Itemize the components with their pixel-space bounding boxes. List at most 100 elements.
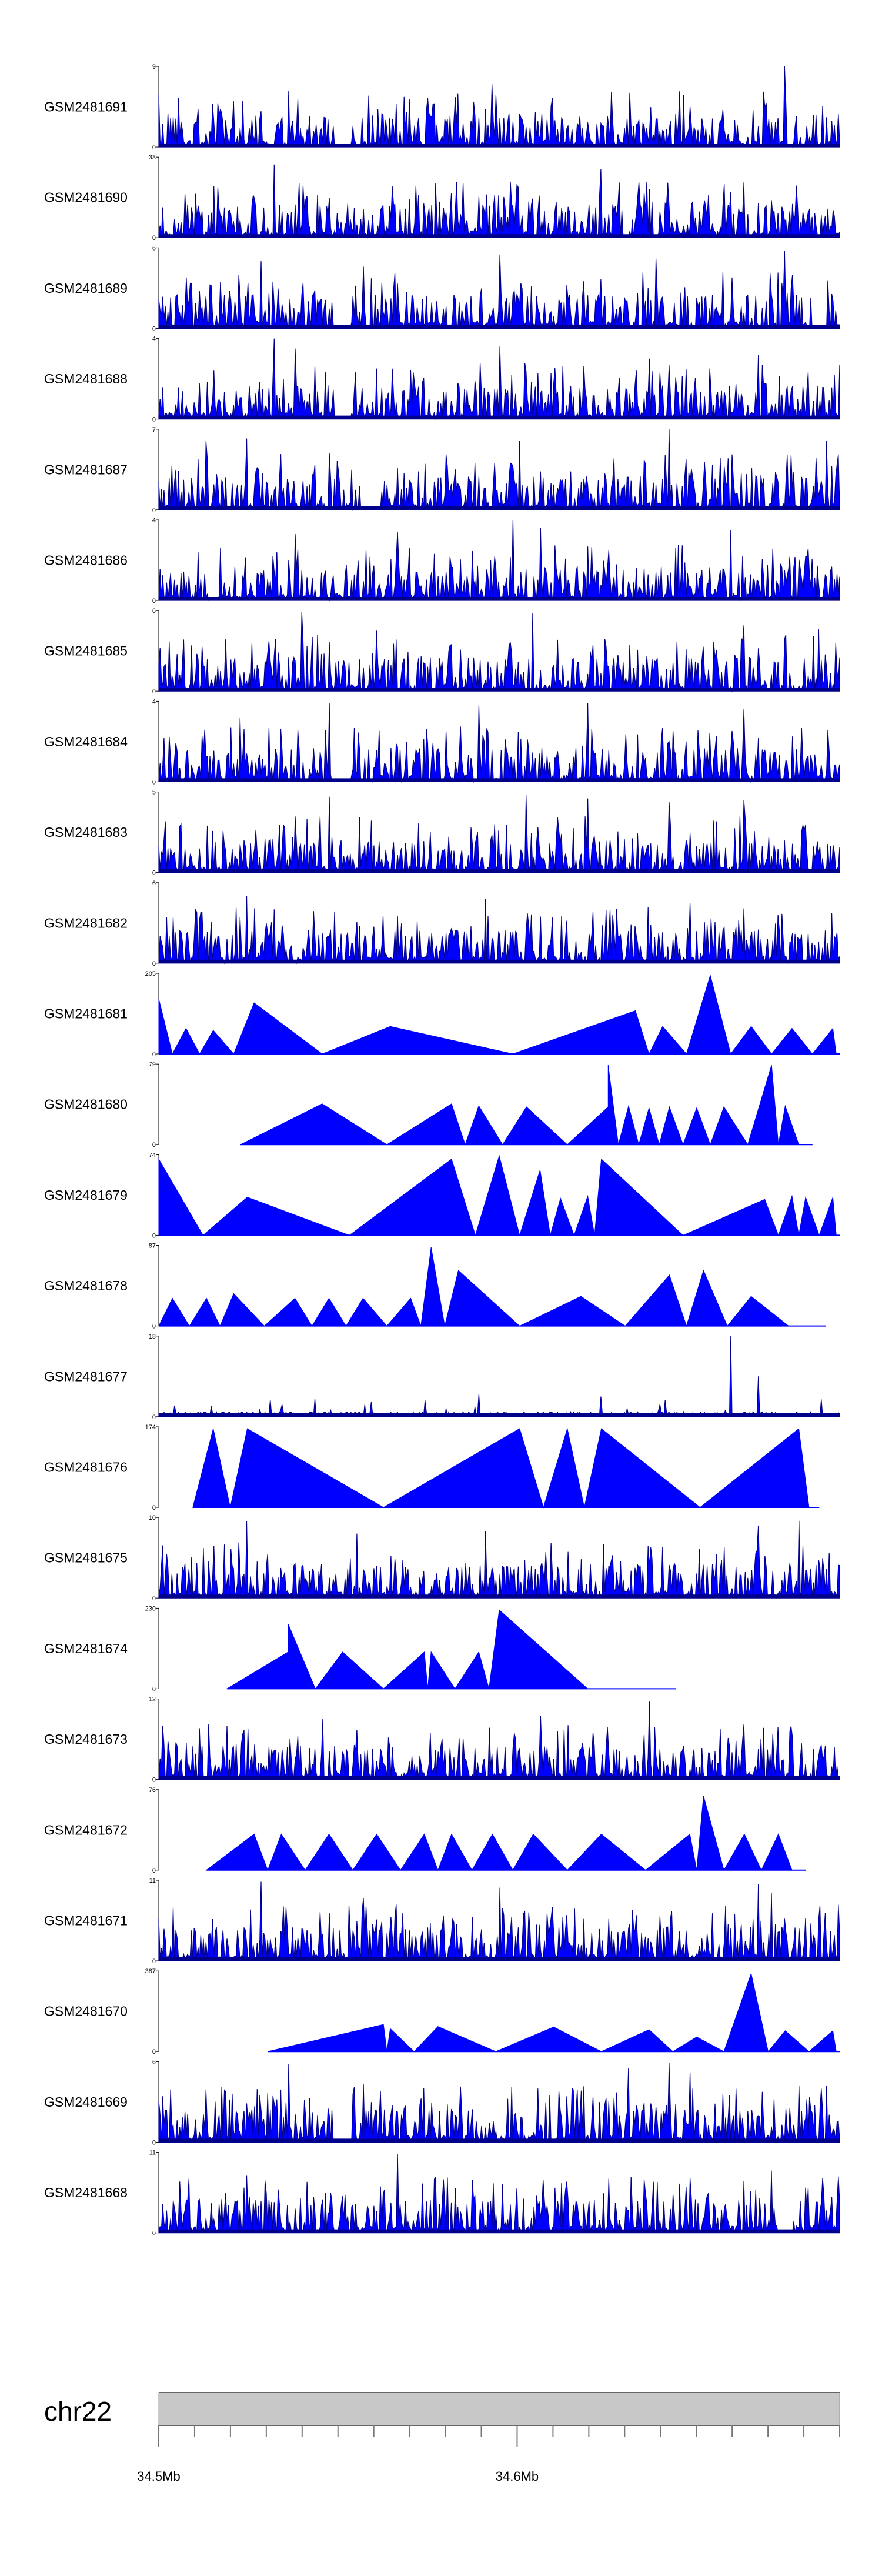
y-max-label: 11 — [149, 1877, 156, 1884]
y-min-label: 0 — [152, 1323, 156, 1330]
y-min-label: 0 — [152, 2139, 156, 2146]
y-max-label: 6 — [152, 245, 156, 252]
track-GSM2481691: GSM2481691 9 0 — [44, 64, 840, 151]
y-min-label: 0 — [152, 1595, 156, 1602]
chromosome-ideogram: chr22 34.5Mb 34.6Mb — [44, 2392, 840, 2484]
y-min-label: 0 — [152, 1958, 156, 1965]
y-min-label: 0 — [152, 325, 156, 332]
tracks-layer: GSM248169190GSM2481690330GSM248168960GSM… — [44, 64, 840, 2237]
coverage-area — [158, 338, 840, 421]
coverage-area — [158, 1247, 826, 1327]
track-GSM2481681: GSM2481681 205 0 — [44, 970, 840, 1058]
y-max-label: 230 — [145, 1605, 156, 1612]
track-label-GSM2481688: GSM2481688 — [44, 371, 128, 386]
track-GSM2481682: GSM2481682 6 0 — [44, 880, 840, 967]
coverage-area — [268, 1972, 840, 2053]
y-min-label: 0 — [152, 1142, 156, 1149]
y-max-label: 174 — [145, 1424, 156, 1431]
track-label-GSM2481684: GSM2481684 — [44, 734, 128, 749]
coverage-area — [158, 612, 840, 693]
coverage-area — [158, 974, 840, 1055]
y-min-label: 0 — [152, 870, 156, 877]
coverage-area — [158, 429, 840, 512]
track-GSM2481669: GSM2481669 6 0 — [44, 2058, 840, 2146]
coverage-area — [158, 1154, 840, 1237]
track-label-GSM2481690: GSM2481690 — [44, 190, 128, 205]
coverage-area — [158, 1881, 840, 1962]
y-max-label: 5 — [152, 789, 156, 796]
track-label-GSM2481672: GSM2481672 — [44, 1822, 128, 1837]
y-max-label: 6 — [152, 880, 156, 887]
y-min-label: 0 — [152, 779, 156, 786]
y-max-label: 18 — [149, 1333, 156, 1340]
track-label-GSM2481691: GSM2481691 — [44, 99, 128, 115]
track-GSM2481673: GSM2481673 12 0 — [44, 1696, 840, 1784]
track-label-GSM2481682: GSM2481682 — [44, 915, 128, 930]
track-label-GSM2481680: GSM2481680 — [44, 1097, 128, 1112]
track-GSM2481690: GSM2481690 33 0 — [44, 154, 840, 242]
coverage-area — [240, 1065, 813, 1146]
y-min-label: 0 — [152, 1686, 156, 1693]
y-min-label: 0 — [152, 1867, 156, 1874]
coverage-area — [158, 164, 840, 239]
y-min-label: 0 — [152, 1414, 156, 1421]
coverage-area — [158, 896, 840, 965]
coverage-area — [192, 1427, 820, 1509]
track-GSM2481670: GSM2481670 387 0 — [44, 1968, 840, 2056]
y-max-label: 4 — [152, 698, 156, 705]
track-label-GSM2481675: GSM2481675 — [44, 1550, 128, 1566]
track-GSM2481678: GSM2481678 87 0 — [44, 1243, 826, 1330]
track-label-GSM2481689: GSM2481689 — [44, 281, 128, 296]
y-max-label: 205 — [145, 970, 156, 977]
track-GSM2481687: GSM2481687 7 0 — [44, 426, 840, 514]
coverage-area — [158, 2063, 840, 2143]
track-label-GSM2481671: GSM2481671 — [44, 1913, 128, 1928]
track-label-GSM2481686: GSM2481686 — [44, 553, 128, 568]
y-max-label: 7 — [152, 426, 156, 433]
y-min-label: 0 — [152, 416, 156, 423]
coverage-area — [158, 703, 840, 783]
y-min-label: 0 — [152, 960, 156, 967]
y-min-label: 0 — [152, 688, 156, 695]
y-max-label: 4 — [152, 517, 156, 524]
track-GSM2481683: GSM2481683 5 0 — [44, 789, 840, 877]
coverage-area — [158, 1701, 840, 1781]
coverage-area — [158, 795, 840, 874]
y-min-label: 0 — [152, 2048, 156, 2056]
y-max-label: 6 — [152, 608, 156, 615]
track-GSM2481688: GSM2481688 4 0 — [44, 336, 840, 423]
track-GSM2481685: GSM2481685 6 0 — [44, 608, 840, 695]
y-max-label: 74 — [149, 1152, 156, 1159]
y-max-label: 12 — [149, 1696, 156, 1703]
y-max-label: 33 — [149, 154, 156, 161]
coverage-area — [158, 1520, 840, 1600]
track-label-GSM2481681: GSM2481681 — [44, 1006, 128, 1022]
y-max-label: 4 — [152, 336, 156, 343]
axis-tick-label: 34.6Mb — [496, 2469, 539, 2484]
y-max-label: 387 — [145, 1968, 156, 1975]
track-GSM2481672: GSM2481672 76 0 — [44, 1787, 806, 1874]
y-min-label: 0 — [152, 507, 156, 514]
track-label-GSM2481670: GSM2481670 — [44, 2004, 128, 2019]
chromosome-label: chr22 — [44, 2396, 112, 2427]
y-min-label: 0 — [152, 144, 156, 151]
track-label-GSM2481685: GSM2481685 — [44, 643, 128, 659]
track-label-GSM2481668: GSM2481668 — [44, 2185, 128, 2200]
y-min-label: 0 — [152, 2230, 156, 2237]
y-max-label: 11 — [149, 2150, 156, 2157]
y-max-label: 10 — [149, 1514, 156, 1521]
y-max-label: 76 — [149, 1787, 156, 1794]
track-label-GSM2481679: GSM2481679 — [44, 1187, 128, 1203]
track-label-GSM2481669: GSM2481669 — [44, 2094, 128, 2110]
track-GSM2481679: GSM2481679 74 0 — [44, 1152, 840, 1239]
track-label-GSM2481678: GSM2481678 — [44, 1278, 128, 1293]
coverage-area — [158, 1336, 840, 1418]
track-label-GSM2481677: GSM2481677 — [44, 1369, 128, 1384]
track-GSM2481668: GSM2481668 11 0 — [44, 2150, 840, 2237]
coverage-area — [158, 66, 840, 148]
track-GSM2481675: GSM2481675 10 0 — [44, 1514, 840, 1602]
track-GSM2481677: GSM2481677 18 0 — [44, 1333, 840, 1421]
track-GSM2481686: GSM2481686 4 0 — [44, 517, 840, 605]
y-max-label: 6 — [152, 2058, 156, 2066]
